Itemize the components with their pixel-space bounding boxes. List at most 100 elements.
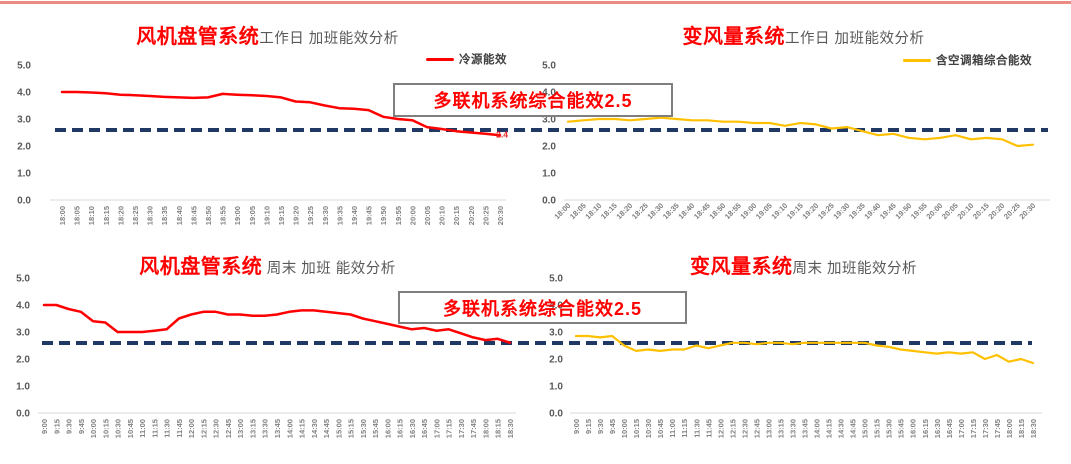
svg-text:20:15: 20:15 [452,206,461,225]
svg-text:10:30: 10:30 [114,419,123,438]
chart-title: 变风量系统周末 加班能效分析 [536,250,1071,279]
svg-text:1.0: 1.0 [17,169,31,180]
svg-text:18:00: 18:00 [58,206,67,225]
svg-text:19:05: 19:05 [754,201,774,221]
svg-text:18:35: 18:35 [160,206,169,225]
svg-text:4.0: 4.0 [17,88,31,99]
svg-text:15:30: 15:30 [885,419,894,438]
svg-text:18:00: 18:00 [481,419,490,438]
line-plot-fan-coil-weekend: 5.04.03.02.01.00.09:00 9:15 9:30 9:45 10:00 1… [16,274,516,438]
svg-text:18:50: 18:50 [204,206,213,225]
svg-text:19:45: 19:45 [878,201,898,221]
svg-text:19:55: 19:55 [394,206,403,225]
svg-text:19:00: 19:00 [738,201,758,221]
svg-text:11:30: 11:30 [163,419,172,438]
svg-text:13:45: 13:45 [801,419,810,438]
svg-text:13:15: 13:15 [776,419,785,438]
svg-text:19:05: 19:05 [248,206,257,225]
svg-text:10:45: 10:45 [126,419,135,438]
svg-text:0.0: 0.0 [542,196,556,207]
svg-text:18:15: 18:15 [494,419,503,438]
svg-text:16:30: 16:30 [933,419,942,438]
svg-text:13:15: 13:15 [248,419,257,438]
reference-annotation-box-top: 多联机系统综合能效2.5 [393,83,673,117]
svg-text:18:10: 18:10 [583,201,603,221]
legend-line-swatch [426,57,454,61]
series-line [60,90,502,137]
series-line [566,116,1035,148]
svg-text:16:15: 16:15 [921,419,930,438]
svg-text:17:00: 17:00 [957,419,966,438]
svg-text:19:30: 19:30 [321,206,330,225]
svg-text:14:30: 14:30 [837,419,846,438]
line-plot-fan-coil-workday: 5.04.03.02.01.00.018:00 18:05 18:10 18:15 18… [17,61,508,226]
svg-text:18:40: 18:40 [676,201,696,221]
svg-text:12:00: 12:00 [716,419,725,438]
legend-cooling-source: 冷源能效 [426,51,507,67]
y-axis-labels: 5.0 4.0 3.0 2.0 1.0 0.0 [542,61,556,207]
svg-text:19:50: 19:50 [893,201,913,221]
svg-text:11:15: 11:15 [680,419,689,438]
svg-text:19:10: 19:10 [769,201,789,221]
svg-text:19:35: 19:35 [847,201,867,221]
svg-text:18:55: 18:55 [219,206,228,225]
svg-text:15:45: 15:45 [371,419,380,438]
x-axis-labels: 18:0018:0518:1018:1518:2018:2518:3018:35… [552,201,1037,221]
svg-text:18:30: 18:30 [645,201,665,221]
svg-text:3.0: 3.0 [16,328,30,339]
svg-text:9:00: 9:00 [40,419,49,434]
svg-text:20:10: 20:10 [955,201,975,221]
series-end-value-label: 2.4 [496,130,508,140]
svg-text:18:45: 18:45 [692,201,712,221]
svg-text:9:45: 9:45 [77,419,86,434]
svg-text:2.0: 2.0 [549,355,563,366]
svg-text:17:00: 17:00 [432,419,441,438]
svg-text:19:30: 19:30 [831,201,851,221]
svg-text:9:00: 9:00 [572,419,581,434]
reference-annotation-text: 多联机系统综合能效2.5 [442,298,643,319]
legend-ahu-combined: 含空调箱综合能效 [903,52,1032,68]
reference-annotation-box-bottom: 多联机系统综合能效2.5 [398,291,687,324]
svg-text:9:30: 9:30 [65,419,74,434]
svg-text:15:45: 15:45 [897,419,906,438]
svg-text:3.0: 3.0 [542,115,556,126]
svg-text:17:45: 17:45 [993,419,1002,438]
svg-text:17:15: 17:15 [445,419,454,438]
svg-text:16:00: 16:00 [909,419,918,438]
svg-text:9:30: 9:30 [596,419,605,434]
svg-text:19:00: 19:00 [233,206,242,225]
svg-text:13:00: 13:00 [764,419,773,438]
svg-text:18:15: 18:15 [1017,419,1026,438]
svg-text:14:00: 14:00 [813,419,822,438]
series-line [574,334,1035,365]
svg-text:13:30: 13:30 [261,419,270,438]
y-axis-labels: 5.0 4.0 3.0 2.0 1.0 0.0 [16,274,30,420]
svg-text:13:45: 13:45 [273,419,282,438]
svg-text:18:20: 18:20 [116,206,125,225]
chart-title-highlight: 风机盘管系统 [136,26,260,48]
svg-text:20:20: 20:20 [986,201,1006,221]
svg-text:16:45: 16:45 [945,419,954,438]
svg-text:12:15: 12:15 [728,419,737,438]
reference-annotation-text: 多联机系统综合能效2.5 [433,91,633,111]
chart-title-rest: 工作日 加班能效分析 [784,31,925,47]
svg-text:17:30: 17:30 [457,419,466,438]
svg-text:15:00: 15:00 [334,419,343,438]
svg-text:18:10: 18:10 [87,206,96,225]
svg-text:10:00: 10:00 [89,419,98,438]
svg-text:10:45: 10:45 [656,419,665,438]
chart-vav-workday: 变风量系统工作日 加班能效分析 含空调箱综合能效 5.0 4.0 3.0 2.0 1.0… [536,8,1071,248]
svg-text:20:30: 20:30 [1017,201,1037,221]
svg-text:14:45: 14:45 [849,419,858,438]
legend-label: 冷源能效 [459,54,507,66]
svg-text:18:30: 18:30 [506,419,515,438]
svg-text:10:15: 10:15 [101,419,110,438]
svg-text:12:45: 12:45 [752,419,761,438]
svg-text:1.0: 1.0 [542,169,556,180]
svg-text:19:40: 19:40 [350,206,359,225]
x-axis-labels: 9:00 9:15 9:30 9:45 10:00 10:15 10:30 10:45 11:0… [572,419,1038,438]
svg-text:18:50: 18:50 [707,201,727,221]
svg-text:10:30: 10:30 [644,419,653,438]
